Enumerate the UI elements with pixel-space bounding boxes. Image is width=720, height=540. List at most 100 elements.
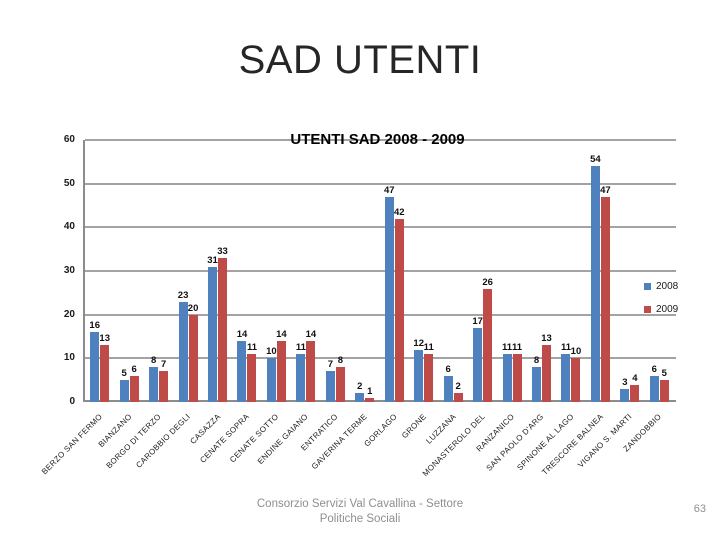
bar-group: 10 14 xyxy=(262,140,291,402)
gridline xyxy=(85,139,676,141)
bar-2009: 33 xyxy=(217,246,228,402)
bar-2009: 6 xyxy=(129,364,139,402)
bar-value-label: 11 xyxy=(246,342,258,353)
footer-line: Politiche Sociali xyxy=(319,513,401,525)
x-axis-line xyxy=(85,400,676,402)
legend-label: 2009 xyxy=(656,304,679,315)
bar-value-label: 10 xyxy=(570,346,582,358)
bar-2008: 11 xyxy=(561,342,571,402)
bar-value-label: 11 xyxy=(560,342,571,353)
y-tick-label: 0 xyxy=(69,396,75,407)
bar-value-label: 20 xyxy=(187,302,199,314)
bar-group: 47 42 xyxy=(380,140,409,402)
gridline xyxy=(85,270,676,272)
x-category-label: GRONE xyxy=(399,412,429,441)
bar-value-label: 11 xyxy=(512,342,523,353)
x-category-label: GAVERINA TERME xyxy=(310,412,370,472)
bar-value-label: 17 xyxy=(472,315,483,327)
legend-swatch xyxy=(644,283,651,290)
bar-group: 11 10 xyxy=(556,140,585,402)
chart-title: UTENTI SAD 2008 - 2009 xyxy=(290,131,465,148)
gridline xyxy=(85,226,676,229)
bar-group: 8 13 xyxy=(527,140,556,402)
bar-group: 31 33 xyxy=(203,140,232,402)
bar-2008: 31 xyxy=(207,255,218,402)
bar-2008: 2 xyxy=(355,381,365,402)
bar-value-label: 14 xyxy=(236,328,248,340)
legend-swatch xyxy=(644,306,651,313)
bar-value-label: 14 xyxy=(276,328,287,340)
bar-2008: 11 xyxy=(502,342,512,402)
bar-value-label: 8 xyxy=(533,355,540,367)
bar-2008: 6 xyxy=(649,364,659,402)
y-tick-label: 10 xyxy=(63,352,75,364)
bar-2009: 13 xyxy=(99,333,110,402)
gridline xyxy=(85,357,676,360)
bar-value-label: 8 xyxy=(150,355,157,367)
bar-group: 16 13 xyxy=(85,140,114,402)
bar-value-label: 5 xyxy=(661,368,667,380)
bar-value-label: 42 xyxy=(393,206,405,218)
x-category-label: BORGO DI TERZO xyxy=(104,412,163,471)
bar-value-label: 33 xyxy=(217,245,228,257)
bar-2008: 6 xyxy=(443,364,453,402)
bar-value-label: 13 xyxy=(541,333,552,345)
bar-value-label: 12 xyxy=(413,337,424,349)
bar-2009: 10 xyxy=(571,346,581,402)
bar-2009: 13 xyxy=(541,333,552,402)
plot-area: 16 13 5 6 8 7 23 20 31 33 14 11 10 14 11 14 7 8 2 1 47 42 12 11… xyxy=(83,139,676,402)
legend-item: 2008 xyxy=(644,281,678,292)
bar-value-label: 11 xyxy=(502,342,513,353)
bar-2009: 11 xyxy=(512,342,522,402)
bar-2008: 54 xyxy=(590,154,601,402)
y-tick-label: 40 xyxy=(63,221,75,233)
bar-value-label: 2 xyxy=(455,381,461,393)
bar-value-label: 6 xyxy=(131,363,137,375)
y-tick-label: 30 xyxy=(63,265,75,276)
bar-value-label: 14 xyxy=(305,328,317,340)
bar-2008: 11 xyxy=(296,342,306,402)
bar-2008: 14 xyxy=(237,329,247,402)
bar-2009: 11 xyxy=(424,342,434,402)
y-tick-label: 60 xyxy=(63,134,75,145)
bar-2008: 5 xyxy=(119,368,129,402)
x-category-label: SAN PAOLO D'ARG xyxy=(485,412,546,473)
x-axis-labels: BERZO SAN FERMO BIANZANO BORGO DI TERZO CAR… xyxy=(40,408,672,492)
bar-group: 11 11 xyxy=(497,140,526,402)
bar-value-label: 2 xyxy=(357,381,363,393)
bar-value-label: 26 xyxy=(482,276,493,288)
bar-value-label: 8 xyxy=(337,355,343,367)
bar-group: 11 14 xyxy=(291,140,320,402)
bar-value-label: 10 xyxy=(266,346,277,358)
bar-groups: 16 13 5 6 8 7 23 20 31 33 14 11 10 14 11 14 7 8 2 1 47 42 12 11… xyxy=(85,140,674,402)
bar-group: 12 11 xyxy=(409,140,438,402)
legend-label: 2008 xyxy=(656,281,679,292)
bar-2009: 47 xyxy=(600,185,611,402)
bar-2009: 5 xyxy=(659,368,669,402)
bar-group: 14 11 xyxy=(232,140,261,402)
bar-value-label: 31 xyxy=(207,254,218,266)
x-category-label: SPINONE AL LAGO xyxy=(515,412,576,473)
bar-2009: 20 xyxy=(188,303,198,402)
bar-group: 17 26 xyxy=(468,140,497,402)
bar-value-label: 23 xyxy=(177,289,189,301)
bar-2008: 7 xyxy=(325,359,335,402)
bar-value-label: 1 xyxy=(367,385,373,397)
bar-2008: 23 xyxy=(178,290,188,402)
page-number: 63 xyxy=(693,503,706,515)
bar-value-label: 4 xyxy=(632,372,638,384)
bar-2009: 1 xyxy=(365,386,375,402)
bar-value-label: 7 xyxy=(160,359,167,371)
bar-2009: 14 xyxy=(276,329,287,402)
page-title: SAD UTENTI xyxy=(238,38,482,82)
bar-value-label: 7 xyxy=(327,359,333,371)
x-category-label: CAROBBIO DEGLI xyxy=(134,412,193,470)
bar-2009: 42 xyxy=(394,207,405,402)
